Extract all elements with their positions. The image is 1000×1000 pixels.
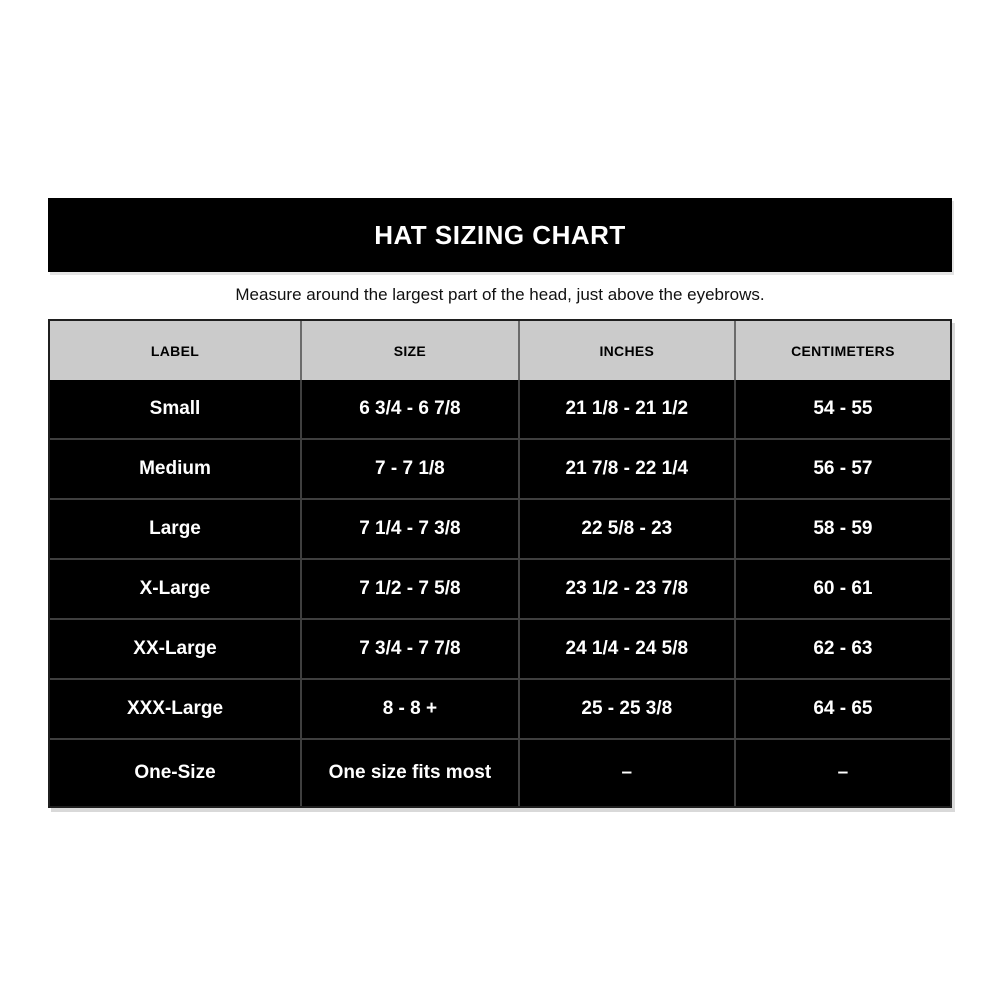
column-header-centimeters: CENTIMETERS [735, 321, 950, 380]
cell-inches: 25 - 25 3/8 [519, 678, 736, 738]
cell-centimeters: 54 - 55 [735, 380, 950, 438]
cell-size: 6 3/4 - 6 7/8 [302, 380, 520, 438]
cell-label: Large [50, 498, 302, 558]
subtitle: Measure around the largest part of the h… [235, 285, 765, 304]
cell-inches: 22 5/8 - 23 [519, 498, 736, 558]
cell-inches: 21 7/8 - 22 1/4 [519, 438, 736, 498]
cell-centimeters: – [735, 738, 950, 806]
cell-size: One size fits most [302, 738, 520, 806]
table-row: Small 6 3/4 - 6 7/8 21 1/8 - 21 1/2 54 -… [50, 380, 950, 438]
cell-centimeters: 62 - 63 [735, 618, 950, 678]
cell-centimeters: 60 - 61 [735, 558, 950, 618]
cell-inches: 24 1/4 - 24 5/8 [519, 618, 736, 678]
cell-label: X-Large [50, 558, 302, 618]
column-header-size: SIZE [302, 321, 520, 380]
cell-inches: 23 1/2 - 23 7/8 [519, 558, 736, 618]
table-row: XXX-Large 8 - 8 + 25 - 25 3/8 64 - 65 [50, 678, 950, 738]
table-row: Medium 7 - 7 1/8 21 7/8 - 22 1/4 56 - 57 [50, 438, 950, 498]
table-row: One-Size One size fits most – – [50, 738, 950, 806]
cell-size: 8 - 8 + [302, 678, 520, 738]
cell-inches: – [519, 738, 736, 806]
cell-label: XX-Large [50, 618, 302, 678]
sizing-table-container: LABEL SIZE INCHES CENTIMETERS Small 6 3/… [48, 319, 952, 808]
cell-size: 7 - 7 1/8 [302, 438, 520, 498]
cell-centimeters: 58 - 59 [735, 498, 950, 558]
hat-sizing-table: LABEL SIZE INCHES CENTIMETERS Small 6 3/… [50, 321, 950, 806]
cell-size: 7 1/4 - 7 3/8 [302, 498, 520, 558]
cell-inches: 21 1/8 - 21 1/2 [519, 380, 736, 438]
table-row: X-Large 7 1/2 - 7 5/8 23 1/2 - 23 7/8 60… [50, 558, 950, 618]
title-bar: HAT SIZING CHART [48, 198, 952, 272]
cell-size: 7 1/2 - 7 5/8 [302, 558, 520, 618]
column-header-inches: INCHES [519, 321, 736, 380]
cell-label: One-Size [50, 738, 302, 806]
page: HAT SIZING CHART Measure around the larg… [48, 0, 952, 808]
header-row: LABEL SIZE INCHES CENTIMETERS [50, 321, 950, 380]
column-header-label: LABEL [50, 321, 302, 380]
cell-label: Medium [50, 438, 302, 498]
cell-label: Small [50, 380, 302, 438]
page-title: HAT SIZING CHART [374, 219, 626, 250]
cell-centimeters: 64 - 65 [735, 678, 950, 738]
cell-label: XXX-Large [50, 678, 302, 738]
table-row: Large 7 1/4 - 7 3/8 22 5/8 - 23 58 - 59 [50, 498, 950, 558]
cell-centimeters: 56 - 57 [735, 438, 950, 498]
cell-size: 7 3/4 - 7 7/8 [302, 618, 520, 678]
table-row: XX-Large 7 3/4 - 7 7/8 24 1/4 - 24 5/8 6… [50, 618, 950, 678]
